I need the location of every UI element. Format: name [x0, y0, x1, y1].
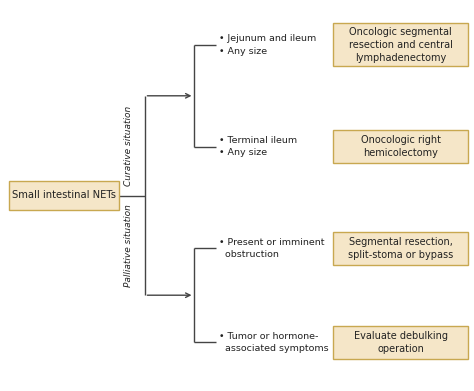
Text: Evaluate debulking
operation: Evaluate debulking operation: [354, 330, 447, 354]
Text: Onocologic right
hemicolectomy: Onocologic right hemicolectomy: [361, 135, 440, 158]
Text: Small intestinal NETs: Small intestinal NETs: [12, 190, 116, 201]
FancyBboxPatch shape: [333, 231, 468, 265]
Text: • Terminal ileum
• Any size: • Terminal ileum • Any size: [219, 136, 298, 157]
Text: Curative situation: Curative situation: [125, 106, 133, 186]
FancyBboxPatch shape: [333, 325, 468, 359]
Text: • Jejunum and ileum
• Any size: • Jejunum and ileum • Any size: [219, 34, 317, 56]
FancyBboxPatch shape: [9, 181, 119, 210]
Text: • Present or imminent
  obstruction: • Present or imminent obstruction: [219, 238, 325, 259]
Text: Segmental resection,
split-stoma or bypass: Segmental resection, split-stoma or bypa…: [348, 237, 453, 260]
Text: • Tumor or hormone-
  associated symptoms: • Tumor or hormone- associated symptoms: [219, 332, 329, 353]
FancyBboxPatch shape: [333, 130, 468, 163]
FancyBboxPatch shape: [333, 23, 468, 66]
Text: Palliative situation: Palliative situation: [125, 204, 133, 287]
Text: Oncologic segmental
resection and central
lymphadenectomy: Oncologic segmental resection and centra…: [348, 27, 453, 63]
